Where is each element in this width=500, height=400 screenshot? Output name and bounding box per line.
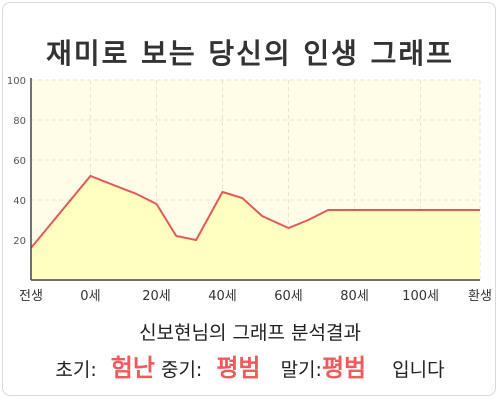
- y-tick-label: 20: [13, 236, 26, 247]
- x-tick-label: 0세: [80, 289, 100, 304]
- x-tick-label: 40세: [208, 289, 237, 304]
- page-title: 재미로 보는 당신의 인생 그래프: [46, 37, 454, 70]
- tick-layer: 20 40 60 80 100 전생 0세 20세 40세 60세 80세 100세 환생: [7, 76, 492, 304]
- life-series-line: [30, 174, 480, 249]
- x-tick-label: 20세: [142, 289, 171, 304]
- life-area-fill: [31, 176, 480, 280]
- x-tick-label: 환생: [468, 289, 492, 304]
- axis-layer: [30, 78, 480, 281]
- x-tick-label: 전생: [19, 289, 43, 304]
- x-tick-label: 80세: [340, 289, 369, 304]
- x-tick-label: 60세: [274, 289, 303, 304]
- y-tick-label: 40: [13, 196, 26, 207]
- y-tick-label: 100: [7, 76, 26, 87]
- early-label: 초기:: [55, 359, 97, 381]
- late-result: 평범: [321, 354, 367, 382]
- y-tick-label: 60: [13, 156, 26, 167]
- card-frame: [2, 2, 496, 396]
- x-tick-label: 100세: [402, 289, 439, 304]
- early-result: 험난: [110, 354, 155, 382]
- analysis-result-line: 초기: 험난 중기: 평범 말기:평범 입니다: [0, 348, 500, 383]
- ending-text: 입니다: [392, 359, 445, 381]
- middle-result: 평범: [216, 354, 261, 382]
- y-tick-label: 80: [13, 116, 26, 127]
- late-label: 말기:: [280, 359, 322, 381]
- middle-label: 중기:: [160, 359, 203, 381]
- analysis-title: 신보현님의 그래프 분석결과: [139, 322, 361, 344]
